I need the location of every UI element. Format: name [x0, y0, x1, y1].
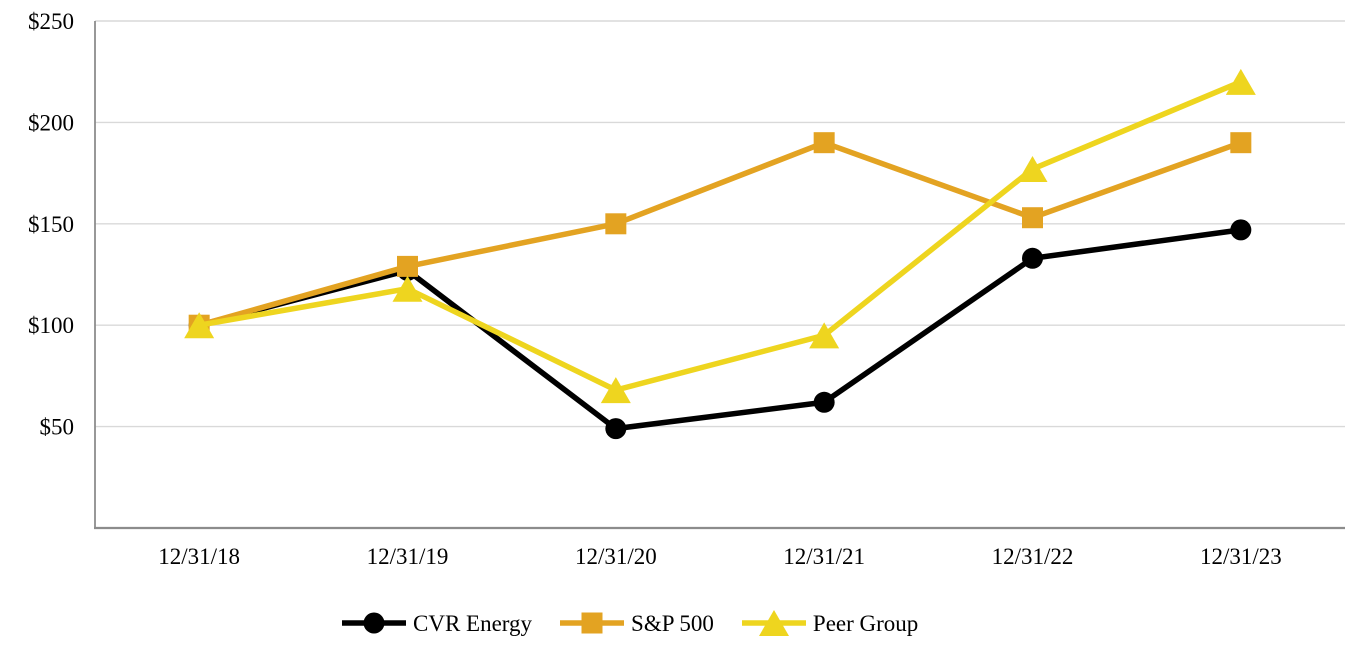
circle-marker-legend — [363, 612, 385, 634]
circle-marker-cvr-energy — [1230, 219, 1252, 241]
legend-swatch-circle-icon — [342, 612, 406, 634]
triangle-marker-peer-group — [184, 312, 215, 339]
x-tick-label: 12/31/20 — [575, 544, 657, 569]
legend-item-sp500: S&P 500 — [560, 608, 714, 638]
legend-item-peer-group: Peer Group — [741, 608, 919, 638]
x-tick-label: 12/31/22 — [992, 544, 1074, 569]
square-marker-s-p-500 — [813, 132, 835, 154]
square-marker-s-p-500 — [605, 213, 627, 235]
square-marker-s-p-500 — [1230, 132, 1252, 154]
triangle-marker-peer-group — [1225, 68, 1256, 95]
legend-swatch-square-icon — [560, 612, 625, 634]
y-tick-label: $100 — [28, 313, 74, 338]
triangle-marker-peer-group — [600, 377, 631, 404]
x-tick-label: 12/31/18 — [158, 544, 240, 569]
square-marker-legend — [581, 612, 603, 634]
y-tick-label: $150 — [28, 212, 74, 237]
y-tick-label: $200 — [28, 110, 74, 135]
y-tick-label: $250 — [28, 9, 74, 34]
square-marker-s-p-500 — [397, 255, 418, 277]
legend-label: CVR Energy — [413, 610, 533, 636]
chart-legend: CVR Energy S&P 500 Peer Group — [342, 608, 918, 638]
legend-item-cvr-energy: CVR Energy — [342, 608, 532, 638]
triangle-marker-peer-group — [392, 275, 423, 302]
legend-swatch-triangle-icon — [741, 610, 806, 636]
triangle-marker-legend — [758, 610, 789, 636]
legend-label: S&P 500 — [631, 610, 714, 636]
triangle-marker-peer-group — [1017, 156, 1048, 183]
circle-marker-cvr-energy — [1022, 247, 1043, 269]
y-tick-label: $50 — [40, 415, 75, 440]
x-tick-label: 12/31/23 — [1200, 544, 1282, 569]
legend-label: Peer Group — [812, 610, 919, 636]
circle-marker-cvr-energy — [605, 418, 627, 440]
series-line-s-p-500 — [198, 139, 1242, 328]
x-tick-label: 12/31/21 — [783, 544, 865, 569]
x-tick-label: 12/31/19 — [367, 544, 449, 569]
triangle-marker-peer-group — [809, 322, 840, 349]
series-line-peer-group — [198, 79, 1242, 393]
square-marker-s-p-500 — [1022, 207, 1043, 229]
series-line-cvr-energy — [198, 227, 1242, 432]
circle-marker-cvr-energy — [813, 391, 835, 413]
